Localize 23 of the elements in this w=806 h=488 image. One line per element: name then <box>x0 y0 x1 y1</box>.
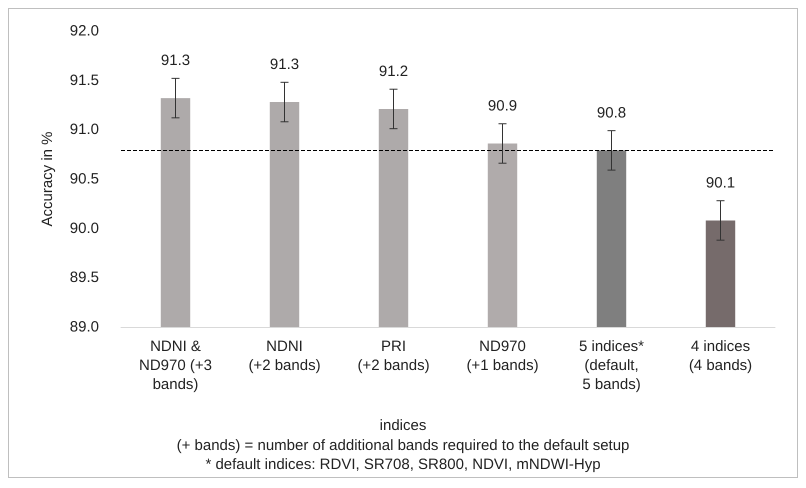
data-label: 91.3 <box>160 52 190 70</box>
data-label: 90.1 <box>706 174 736 192</box>
x-tick-label: NDNI & ND970 (+3 bands) <box>139 338 212 393</box>
data-label: 90.8 <box>596 104 626 122</box>
x-tick-label: ND970 (+1 bands) <box>466 338 539 374</box>
data-label: 90.9 <box>488 97 518 114</box>
y-tick-label: 92.0 <box>70 22 99 40</box>
x-axis-title: indices <box>380 417 426 434</box>
y-tick-label: 90.5 <box>70 170 99 188</box>
y-tick-label: 91.0 <box>70 121 99 138</box>
data-label: 91.3 <box>270 56 300 74</box>
y-axis-title: Accuracy in % <box>39 131 56 227</box>
y-tick-label: 89.0 <box>70 318 99 336</box>
x-tick-label: 4 indices (4 bands) <box>688 338 752 374</box>
x-tick-label: PRI (+2 bands) <box>357 338 430 374</box>
text: (+ bands) = number of additional bands required to the default setup <box>176 437 630 454</box>
x-tick-label: NDNI (+2 bands) <box>248 338 321 374</box>
y-tick-label: 89.5 <box>70 269 99 286</box>
y-tick-label: 90.0 <box>70 220 99 237</box>
data-label: 91.2 <box>378 62 408 80</box>
text: * default indices: RDVI, SR708, SR800, NDVI, mNDWI-Hyp <box>205 456 601 473</box>
y-tick-label: 91.5 <box>70 72 99 89</box>
x-tick-label: 5 indices* (default, 5 bands) <box>578 338 644 393</box>
